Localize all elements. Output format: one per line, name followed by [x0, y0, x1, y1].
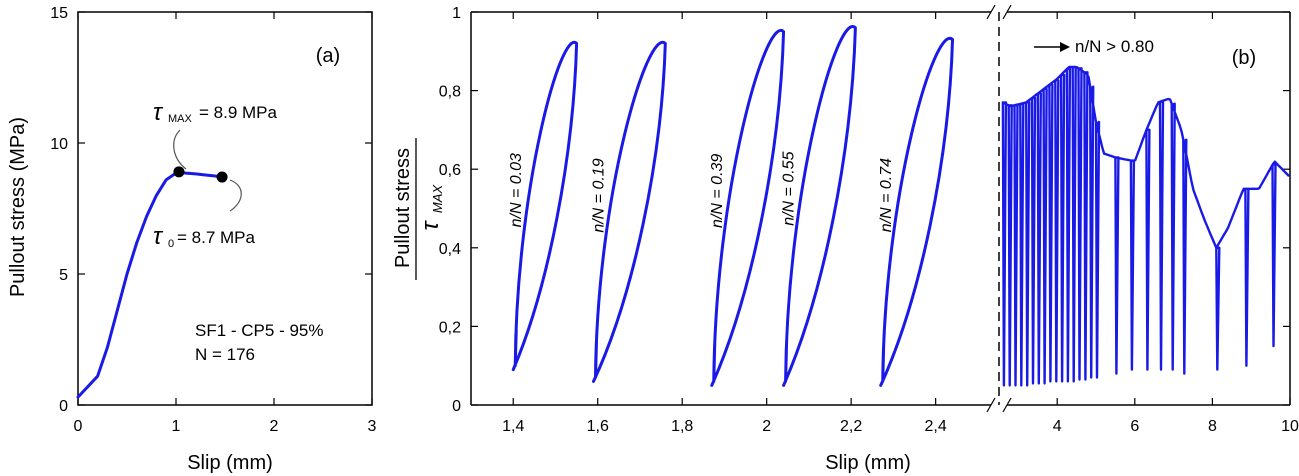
panel-b: 0 0,2 0,4 0,6 0,8 1 1,4 1,6 1,8 2 2,2 2,4 4 6 8 10 n/N …	[392, 4, 1299, 474]
panel-a-ticks: 0 1 2 3 0 5 10 15	[50, 5, 376, 435]
tau-0-symbol: τ	[153, 223, 164, 250]
panel-b-y-axis-label-top: Pullout stress	[392, 148, 414, 268]
tau-max-value: = 8.9 MPa	[199, 103, 278, 122]
hysteresis-loop	[879, 36, 955, 387]
tau-max-symbol: τ	[153, 99, 164, 126]
tau-0-leader	[229, 179, 242, 212]
panel-a: 0 1 2 3 0 5 10 15 Slip (mm) Pullout stress (MPa…	[7, 5, 377, 474]
panel-b-x-axis-label: Slip (mm)	[825, 452, 911, 474]
panel-b-x-tick-label: 2,4	[925, 418, 947, 435]
axis-break-mark	[1002, 397, 1012, 413]
panel-b-label: (b)	[1232, 47, 1256, 69]
panel-a-marker-point	[216, 171, 228, 183]
panel-a-x-tick-label: 1	[172, 418, 181, 435]
post-failure-cycles-curve	[1001, 65, 1290, 387]
panel-b-x-tick-label: 1,8	[671, 418, 693, 435]
panel-b-y-tick-label: 0,6	[439, 162, 461, 179]
loop-cycle-label: n/N = 0.74	[878, 158, 895, 232]
panel-a-y-tick-label: 10	[50, 136, 68, 153]
panel-b-x-tick-label: 2,2	[840, 418, 862, 435]
hysteresis-loop	[710, 28, 786, 387]
panel-a-frame	[77, 11, 373, 406]
post-failure-label: n/N > 0.80	[1075, 37, 1154, 56]
panel-b-x-tick-label: 8	[1208, 418, 1217, 435]
panel-a-x-tick-label: 0	[74, 418, 83, 435]
panel-b-x-tick-label: 1,6	[587, 418, 609, 435]
tau-max-subscript: MAX	[168, 113, 193, 125]
panel-b-y-tick-label: 0,4	[439, 241, 461, 258]
loop-cycle-label: n/N = 0.55	[781, 151, 798, 225]
panel-b-ticks: 0 0,2 0,4 0,6 0,8 1 1,4 1,6 1,8 2 2,2 2,4 4 6 8 10	[439, 4, 1299, 435]
post-failure-arrow-head	[1060, 42, 1070, 52]
specimen-label: SF1 - CP5 - 95%	[195, 321, 324, 340]
panel-b-x-tick-label: 4	[1053, 418, 1062, 435]
panel-b-y-tick-label: 0,2	[439, 319, 461, 336]
panel-b-y-axis-label-sub: MAX	[430, 184, 445, 214]
panel-a-marker-point	[173, 166, 185, 178]
panel-a-y-axis-label: Pullout stress (MPa)	[7, 117, 29, 297]
tau-0-subscript: 0	[168, 238, 174, 250]
panel-b-y-tick-label: 0,8	[439, 84, 461, 101]
panel-b-y-axis-label-tau: τ	[417, 219, 444, 230]
panel-b-y-tick-label: 0	[452, 398, 461, 415]
hysteresis-loop	[591, 40, 667, 383]
hysteresis-loop	[511, 40, 579, 372]
panel-a-y-tick-label: 0	[59, 398, 68, 415]
panel-b-x-tick-label: 10	[1281, 418, 1299, 435]
hysteresis-loop	[782, 24, 857, 387]
panel-b-x-tick-label: 1,4	[502, 418, 524, 435]
axis-break-mark	[1002, 4, 1012, 20]
panel-a-x-tick-label: 2	[270, 418, 279, 435]
tau-0-value: = 8.7 MPa	[177, 228, 256, 247]
panel-b-x-tick-label: 2	[762, 418, 771, 435]
panel-b-x-tick-label: 6	[1130, 418, 1139, 435]
axis-break-mark	[986, 397, 996, 413]
panel-a-y-tick-label: 15	[50, 5, 68, 22]
axis-break-mark	[986, 4, 996, 20]
panel-a-y-tick-label: 5	[59, 267, 68, 284]
loop-cycle-label: n/N = 0.03	[508, 153, 525, 227]
loop-cycle-label: n/N = 0.19	[591, 158, 608, 232]
panel-a-x-tick-label: 3	[368, 418, 377, 435]
tau-max-leader	[173, 129, 187, 170]
panel-b-y-tick-label: 1	[452, 5, 461, 22]
panel-a-x-axis-label: Slip (mm)	[187, 452, 273, 474]
panel-a-stress-slip-curve	[76, 170, 224, 399]
panel-a-label: (a)	[316, 45, 340, 67]
loop-cycle-label: n/N = 0.39	[709, 154, 726, 228]
cycles-label: N = 176	[195, 345, 255, 364]
